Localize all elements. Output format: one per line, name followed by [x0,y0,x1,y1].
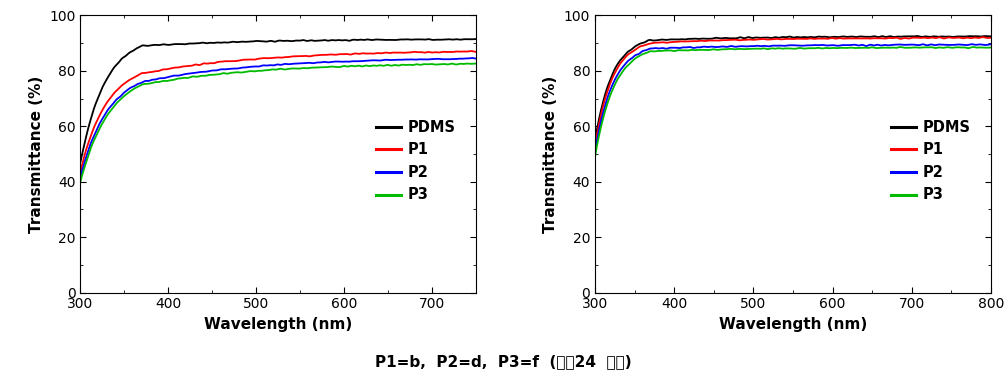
Line: P3: P3 [80,64,476,181]
P3 [257,69,269,73]
P2 [771,44,783,48]
PDMS [470,37,482,41]
Text: P1=b,  P2=d,  P3=f  (그림24  참조): P1=b, P2=d, P3=f (그림24 참조) [374,355,632,369]
P3 [974,45,986,50]
PDMS [974,34,986,39]
P3 [74,179,87,184]
PDMS [470,37,482,41]
Line: P2: P2 [80,58,476,176]
P1 [977,35,989,39]
PDMS [771,35,783,40]
P2 [74,174,87,179]
P3 [470,61,482,66]
P3 [985,45,997,50]
P1 [465,49,477,54]
P3 [386,63,398,68]
Y-axis label: Transmittance (%): Transmittance (%) [543,75,558,233]
P1 [267,55,279,60]
PDMS [95,89,107,94]
PDMS [974,34,986,39]
P1 [973,35,985,40]
P1 [386,50,398,55]
Legend: PDMS, P1, P2, P3: PDMS, P1, P2, P3 [370,114,462,208]
P2 [95,119,107,124]
PDMS [257,39,269,44]
P2 [900,42,912,47]
P2 [257,63,269,68]
Y-axis label: Transmittance (%): Transmittance (%) [29,75,43,233]
P2 [966,42,978,47]
PDMS [900,34,912,38]
P3 [974,45,986,50]
X-axis label: Wavelength (nm): Wavelength (nm) [204,317,352,332]
P2 [985,42,997,47]
P1 [782,37,794,41]
P2 [459,56,471,61]
P3 [967,45,979,49]
PDMS [911,33,924,38]
PDMS [782,35,794,39]
P2 [782,43,794,48]
Line: P2: P2 [596,44,991,151]
X-axis label: Wavelength (nm): Wavelength (nm) [719,317,867,332]
P1 [74,169,87,174]
P2 [466,56,478,60]
PDMS [74,160,87,164]
P2 [470,57,482,61]
P2 [459,56,471,61]
P2 [610,77,622,81]
P3 [267,67,279,72]
P1 [900,36,912,40]
P1 [470,50,482,54]
P2 [974,42,986,47]
P2 [267,63,279,68]
Line: PDMS: PDMS [596,36,991,140]
P3 [590,154,602,159]
P3 [459,62,471,66]
PDMS [590,138,602,142]
P3 [95,124,107,129]
P3 [459,62,471,66]
P1 [985,35,997,40]
P2 [974,42,986,47]
P3 [900,45,912,50]
P1 [459,49,471,54]
P1 [771,37,783,41]
P1 [610,70,622,75]
P1 [95,111,107,116]
P1 [257,56,269,60]
PDMS [267,39,279,44]
P3 [610,81,622,86]
PDMS [985,34,997,38]
P1 [974,35,986,40]
P3 [771,46,783,51]
PDMS [610,66,622,70]
Line: PDMS: PDMS [80,39,476,162]
Line: P1: P1 [596,37,991,146]
P1 [459,49,471,54]
P2 [590,149,602,153]
PDMS [459,37,471,42]
P2 [386,58,398,62]
PDMS [459,37,471,42]
PDMS [386,38,398,42]
Line: P3: P3 [596,47,991,157]
P3 [782,46,794,51]
P1 [590,143,602,148]
Line: P1: P1 [80,51,476,171]
Legend: PDMS, P1, P2, P3: PDMS, P1, P2, P3 [885,114,976,208]
